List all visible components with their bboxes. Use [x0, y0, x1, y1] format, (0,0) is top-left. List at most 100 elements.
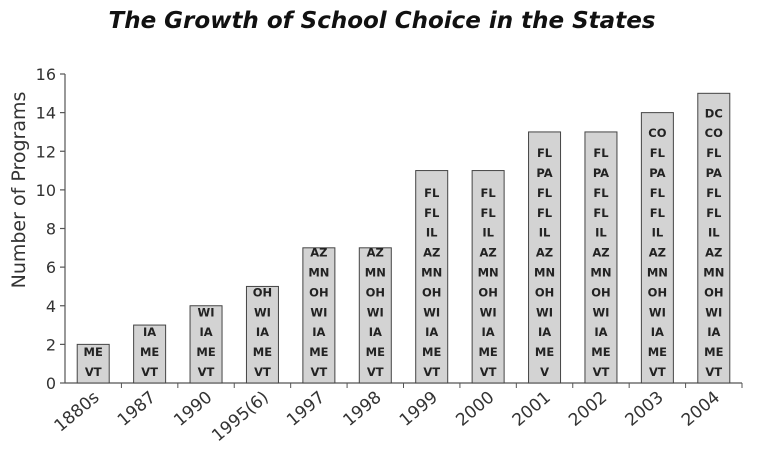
- bar-state-label: VT: [480, 365, 497, 379]
- y-tick-label: 14: [36, 104, 56, 123]
- bar-state-label: VT: [649, 365, 666, 379]
- bar-state-label: ME: [140, 345, 159, 359]
- x-tick-label: 1998: [340, 388, 386, 431]
- bar-state-label: VT: [367, 365, 384, 379]
- bar-state-label: MN: [647, 266, 668, 280]
- bar-state-label: ME: [253, 345, 272, 359]
- bar-state-label: IA: [594, 325, 607, 339]
- bar-state-label: MN: [308, 266, 329, 280]
- bar-state-label: VT: [254, 365, 271, 379]
- bar-state-label: WI: [705, 305, 722, 319]
- bar-state-label: FL: [593, 206, 609, 220]
- bar-state-label: MN: [478, 266, 499, 280]
- bar-state-label: PA: [706, 166, 722, 180]
- bar-state-label: FL: [650, 146, 666, 160]
- plot-area: 0 2 4 6 8 10 12 14 16 ME VT 1880s IA ME VT 1987 WI IA ME VT…: [36, 65, 743, 447]
- bar-state-label: FL: [481, 186, 497, 200]
- bar-state-label: VT: [198, 365, 215, 379]
- bar-state-label: OH: [309, 285, 328, 299]
- bar-state-label: AZ: [649, 246, 666, 260]
- bar-state-label: MN: [365, 266, 386, 280]
- y-axis-label: Number of Programs: [8, 92, 30, 289]
- bar-state-label: VT: [593, 365, 610, 379]
- bar-state-label: IL: [652, 226, 664, 240]
- x-tick-label: 2002: [565, 388, 611, 431]
- bar-state-label: WI: [536, 305, 553, 319]
- bar-state-label: OH: [366, 285, 385, 299]
- bar-state-label: ME: [84, 345, 103, 359]
- bar-state-label: OH: [253, 285, 272, 299]
- bar-state-label: PA: [593, 166, 609, 180]
- bar-state-label: ME: [591, 345, 610, 359]
- bar-state-label: CO: [648, 126, 666, 140]
- bar-state-label: FL: [593, 186, 609, 200]
- bar-state-label: WI: [254, 305, 271, 319]
- bar-state-label: AZ: [705, 246, 722, 260]
- bar-state-label: ME: [648, 345, 667, 359]
- bar-state-label: ME: [704, 345, 723, 359]
- x-tick-label: 1987: [114, 388, 160, 431]
- x-tick-label: 2000: [452, 388, 498, 431]
- x-tick-label: 2003: [622, 388, 668, 431]
- bar-state-label: VT: [85, 365, 102, 379]
- bar: [76, 343, 110, 384]
- bar-state-label: FL: [537, 206, 553, 220]
- bar-state-label: OH: [704, 285, 723, 299]
- bar-state-label: AZ: [480, 246, 497, 260]
- bar-state-label: AZ: [423, 246, 440, 260]
- bar-state-label: IA: [707, 325, 720, 339]
- bar-state-label: FL: [424, 206, 440, 220]
- bar-state-label: AZ: [592, 246, 609, 260]
- bar-state-label: ME: [366, 345, 385, 359]
- bar-state-label: PA: [536, 166, 552, 180]
- bar-state-label: MN: [421, 266, 442, 280]
- bar-state-label: AZ: [536, 246, 553, 260]
- x-tick-label: 1999: [396, 388, 442, 431]
- bar-state-label: IA: [538, 325, 551, 339]
- bar-state-label: MN: [590, 266, 611, 280]
- bar: [245, 285, 279, 384]
- bar: [584, 131, 618, 384]
- bar-state-label: IL: [539, 226, 551, 240]
- chart-title: The Growth of School Choice in the State…: [109, 8, 656, 34]
- y-tick-label: 8: [46, 220, 56, 239]
- y-tick-label: 16: [36, 65, 56, 84]
- bar-state-label: WI: [198, 305, 215, 319]
- bar-state-label: FL: [650, 206, 666, 220]
- bar-state-label: ME: [478, 345, 497, 359]
- bar-state-label: PA: [649, 166, 665, 180]
- bar-state-label: VT: [311, 365, 328, 379]
- bar-state-label: MN: [534, 266, 555, 280]
- bar-state-label: CO: [705, 126, 723, 140]
- y-tick-label: 4: [46, 297, 56, 316]
- bar-state-label: WI: [480, 305, 497, 319]
- bar-state-label: IL: [708, 226, 720, 240]
- x-tick-label: 2001: [509, 388, 555, 431]
- bar-state-label: DC: [705, 106, 723, 120]
- bar-state-label: OH: [422, 285, 441, 299]
- bar-state-label: FL: [593, 146, 609, 160]
- bar-state-label: FL: [424, 186, 440, 200]
- bar-state-label: FL: [650, 186, 666, 200]
- bar: [189, 305, 223, 384]
- bar: [528, 131, 562, 384]
- bar-state-label: OH: [478, 285, 497, 299]
- x-tick-label: 1990: [170, 388, 216, 431]
- bar-state-label: WI: [649, 305, 666, 319]
- bar-state-label: VT: [423, 365, 440, 379]
- bar: [358, 247, 392, 384]
- bar: [471, 170, 505, 384]
- bar-state-label: IA: [651, 325, 664, 339]
- bar-state-label: ME: [422, 345, 441, 359]
- bar-state-label: IA: [199, 325, 212, 339]
- bar: [697, 92, 731, 384]
- bar-state-label: IL: [595, 226, 607, 240]
- x-tick-label: 1995(6): [208, 388, 272, 447]
- bar-state-label: WI: [423, 305, 440, 319]
- bar-state-label: WI: [367, 305, 384, 319]
- y-tick-label: 10: [36, 181, 56, 200]
- bar-state-label: IA: [482, 325, 495, 339]
- bar-state-label: IA: [312, 325, 325, 339]
- bar: [302, 247, 336, 384]
